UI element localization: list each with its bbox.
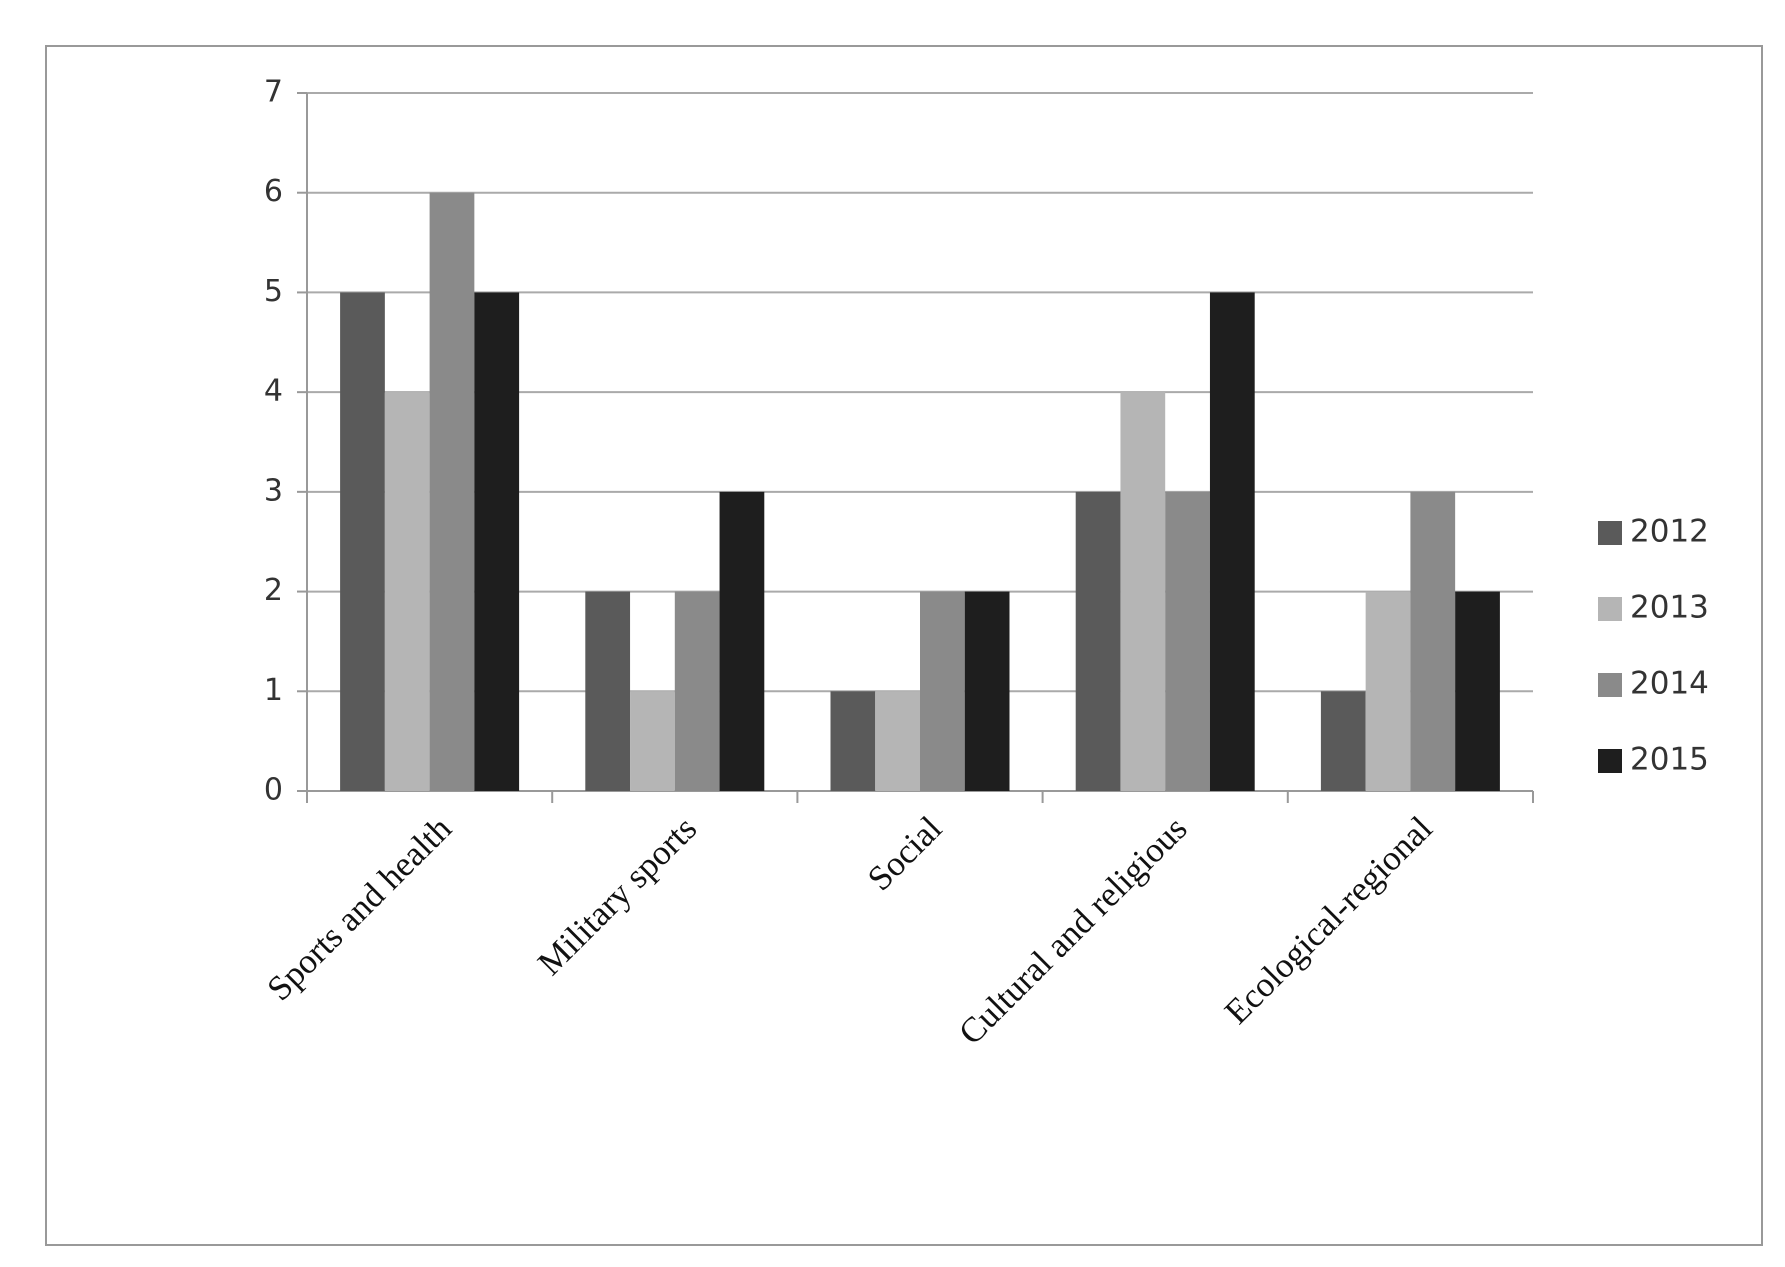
legend-swatch xyxy=(1598,749,1622,773)
bar xyxy=(1120,392,1166,791)
y-tick-label: 4 xyxy=(264,374,283,409)
bar xyxy=(719,491,765,791)
bar xyxy=(474,292,520,791)
y-tick-label: 2 xyxy=(264,573,283,608)
bar xyxy=(585,591,631,791)
bar xyxy=(875,691,920,791)
legend-label: 2012 xyxy=(1630,514,1709,550)
bar xyxy=(429,192,475,791)
bar xyxy=(674,591,720,791)
legend-swatch xyxy=(1598,521,1622,545)
y-tick-label: 1 xyxy=(264,673,283,708)
bar xyxy=(1410,491,1456,791)
bar xyxy=(1075,491,1121,791)
legend-label: 2013 xyxy=(1630,590,1709,626)
bar xyxy=(1455,591,1500,791)
bar xyxy=(830,691,876,791)
y-tick-label: 5 xyxy=(264,274,283,309)
y-tick-label: 7 xyxy=(264,75,283,110)
bar xyxy=(964,591,1010,791)
bar xyxy=(630,691,675,791)
legend-swatch xyxy=(1598,673,1622,697)
chart-frame xyxy=(45,45,1763,1246)
y-tick-label: 0 xyxy=(264,773,283,808)
bar xyxy=(1320,691,1366,791)
legend-swatch xyxy=(1598,597,1622,621)
y-tick-label: 3 xyxy=(264,473,283,508)
legend-label: 2014 xyxy=(1630,666,1709,702)
y-tick-label: 6 xyxy=(264,174,283,209)
bar xyxy=(1365,591,1411,791)
bar xyxy=(1165,491,1210,791)
bar xyxy=(340,292,385,791)
bar xyxy=(920,591,965,791)
bar xyxy=(384,392,430,791)
bar xyxy=(1209,292,1255,791)
legend-label: 2015 xyxy=(1630,742,1709,778)
